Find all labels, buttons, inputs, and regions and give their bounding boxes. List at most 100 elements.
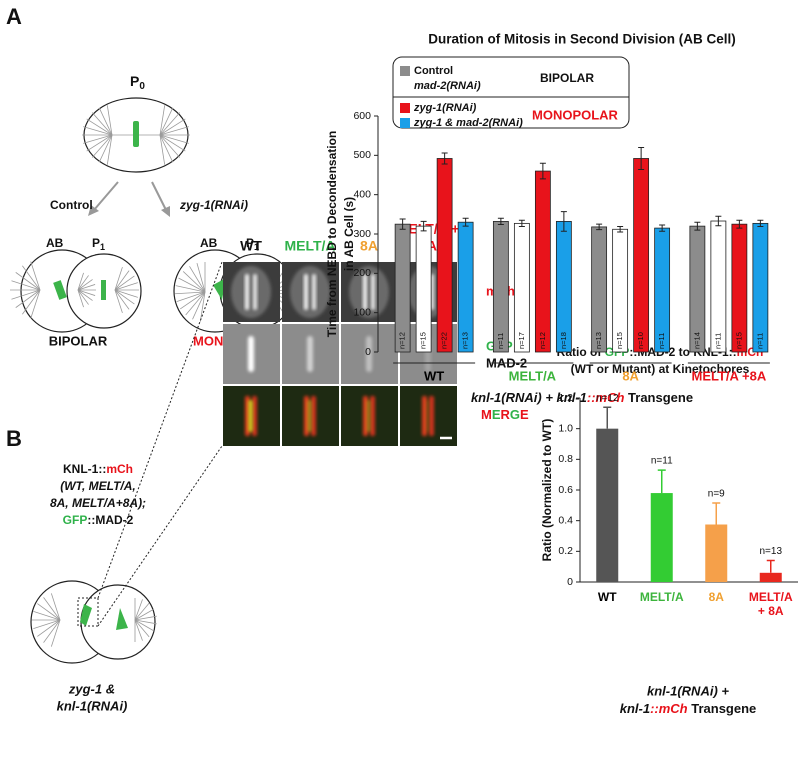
column-header: 8A: [360, 238, 378, 254]
astral-ray: [159, 134, 174, 163]
astral-ray: [11, 289, 41, 300]
label: P: [92, 236, 100, 250]
zoom-box: [77, 597, 99, 627]
n-label: n=22: [440, 332, 449, 349]
n-label: n=9: [708, 489, 725, 500]
kinetochore-signal: [248, 336, 254, 372]
astral-ray: [182, 271, 206, 293]
y-tick-label: 0: [567, 576, 573, 588]
astral-ray: [77, 289, 96, 296]
chromosomes: [101, 280, 106, 300]
error-bar: [736, 219, 743, 229]
error-bar: [657, 469, 666, 494]
astral-ray: [15, 289, 41, 308]
label: ::mCh: [650, 701, 688, 716]
astral-ray: [114, 289, 135, 305]
n-label: n=13: [759, 546, 782, 557]
n-label: n=11: [496, 333, 505, 349]
astral-ray: [159, 134, 189, 144]
y-tick-label: 0.6: [558, 484, 573, 496]
n-label: n=10: [636, 332, 645, 349]
legend-label: zyg-1 & mad-2(RNAi): [413, 117, 523, 129]
micrographs: [223, 262, 457, 446]
astral-ray: [77, 289, 93, 301]
astral-ray: [159, 134, 166, 165]
bar: [596, 428, 619, 582]
row-label: MERGE: [481, 407, 529, 422]
astral-ray: [159, 118, 186, 136]
chromosomes: [53, 280, 67, 300]
chart-title: (WT or Mutant) at Kinetochores: [571, 362, 750, 376]
legend-group: BIPOLAR: [540, 71, 594, 85]
error-bar: [518, 219, 525, 228]
legend-label: zyg-1(RNAi): [413, 102, 477, 114]
error-bar: [399, 218, 406, 230]
astral-ray: [91, 112, 113, 136]
astral-ray: [106, 105, 113, 136]
phenotype: BIPOLAR: [49, 333, 108, 348]
astral-ray: [106, 134, 113, 165]
astral-ray: [176, 291, 206, 303]
error-bar: [694, 221, 701, 231]
legend-swatch: [400, 103, 410, 113]
chromatin: [312, 274, 316, 310]
y-tick-label: 100: [353, 306, 371, 318]
astral-ray: [50, 619, 61, 647]
chromosomes: [213, 278, 226, 300]
astral-ray: [22, 289, 41, 315]
cell-label: AB: [200, 236, 218, 250]
label: 1: [254, 242, 259, 252]
astral-ray: [134, 619, 157, 625]
x-axis-label: knl-1(RNAi) +: [647, 683, 729, 698]
astral-ray: [83, 126, 113, 136]
label: Transgene: [688, 701, 757, 716]
astral-ray: [180, 291, 206, 310]
x-tick-label: MELT/A: [509, 368, 557, 383]
chromatin: [371, 274, 375, 310]
n-label: n=11: [755, 333, 764, 349]
astral-ray: [77, 279, 93, 291]
kinetochore-signal: [366, 336, 372, 372]
chromatin: [370, 396, 375, 436]
arrowhead: [88, 205, 99, 216]
astral-ray: [15, 272, 41, 291]
label: knl-1(RNAi) + knl-1: [471, 390, 587, 405]
chromosomes: [80, 604, 92, 626]
cell-glow: [231, 266, 271, 318]
kinetochore-signal: [307, 336, 313, 372]
y-axis-label: in AB Cell (s): [342, 197, 356, 271]
label: 0: [139, 81, 145, 92]
y-tick-label: 0.4: [558, 514, 573, 526]
y-tick-label: 0.2: [558, 545, 573, 557]
error-bar: [638, 146, 645, 170]
y-tick-label: 400: [353, 188, 371, 200]
astral-ray: [114, 270, 130, 291]
arrowhead: [161, 206, 170, 217]
n-label: n=17: [517, 332, 526, 349]
label: G: [510, 407, 520, 422]
x-tick-label: MELT/A +8A: [691, 368, 766, 383]
chromatin: [253, 274, 257, 310]
error-bar: [659, 224, 666, 232]
astral-ray: [98, 107, 113, 136]
astral-ray: [114, 289, 138, 298]
astral-ray: [159, 134, 186, 152]
chromatin: [429, 396, 434, 436]
condition-label: Control: [50, 198, 93, 212]
y-tick-label: 1.2: [558, 392, 573, 404]
error-bar: [715, 215, 722, 227]
astral-ray: [134, 599, 143, 621]
error-bar: [462, 217, 469, 227]
label: E: [492, 407, 501, 422]
astral-ray: [77, 289, 84, 308]
astral-ray: [134, 615, 157, 621]
n-label: n=12: [538, 332, 547, 349]
label: E: [520, 407, 529, 422]
astral-ray: [33, 610, 61, 621]
error-bar: [596, 223, 603, 231]
overlap: [248, 400, 253, 432]
cell-label: P1: [246, 236, 259, 252]
rnai-label: zyg-1 &: [68, 681, 115, 696]
label: mCh: [106, 462, 133, 476]
x-tick-label: WT: [598, 590, 617, 604]
